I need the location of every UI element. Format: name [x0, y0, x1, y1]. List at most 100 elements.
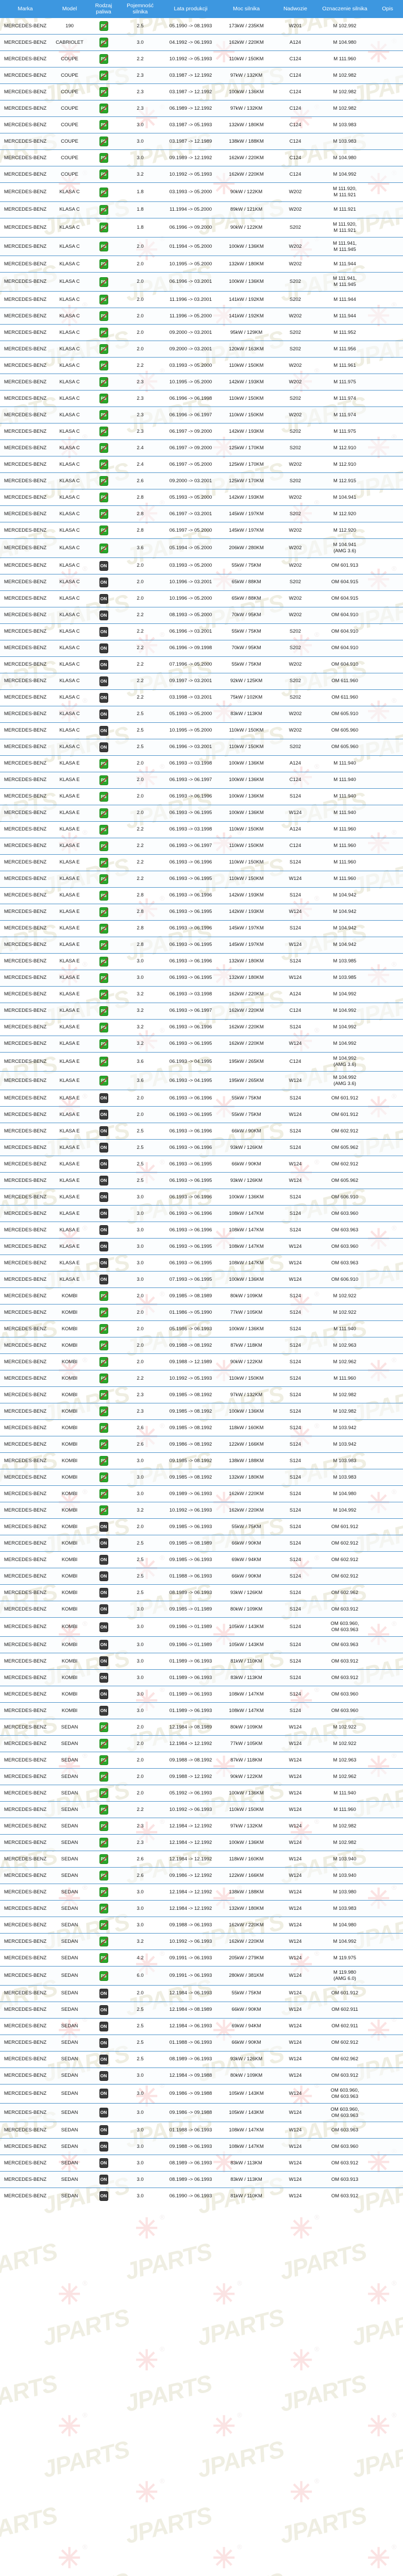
table-row[interactable]: MERCEDES-BENZ KLASA C ON 2.2 06.1996 -> 03.2… [0, 623, 403, 640]
table-row[interactable]: MERCEDES-BENZSEDANPB3.012.1984 -> 12.199… [0, 1884, 403, 1901]
table-row[interactable]: MERCEDES-BENZCABRIOLETPB3.004.1992 -> 06… [0, 34, 403, 51]
table-row[interactable]: MERCEDES-BENZ KOMBI ON 3.0 01.1989 -> 06.199… [0, 1686, 403, 1703]
column-header-years[interactable]: Lata produkcji [162, 0, 220, 19]
table-row[interactable]: MERCEDES-BENZCOUPEPB2.210.1992 -> 05.199… [0, 50, 403, 67]
table-row[interactable]: MERCEDES-BENZ KLASA E ON 3.0 06.1993 -> 06.1… [0, 1205, 403, 1222]
table-row[interactable]: MERCEDES-BENZKOMBIPB3.009.1985 -> 08.199… [0, 1469, 403, 1486]
table-row[interactable]: MERCEDES-BENZ KOMBI ON 3.0 09.1986 -> 01.198… [0, 1617, 403, 1637]
table-row[interactable]: MERCEDES-BENZSEDANPB2.012.1984 -> 08.198… [0, 1719, 403, 1736]
table-row[interactable]: MERCEDES-BENZCOUPEPB3.003.1987 -> 12.198… [0, 133, 403, 150]
table-row[interactable]: MERCEDES-BENZ KLASA E ON 2.5 06.1993 -> 06.1… [0, 1156, 403, 1173]
table-row[interactable]: MERCEDES-BENZ SEDAN ON 3.0 09.1988 -> 06.199… [0, 2138, 403, 2155]
table-row[interactable]: MERCEDES-BENZ KLASA C ON 2.0 10.1996 -> 03.2… [0, 573, 403, 591]
table-row[interactable]: MERCEDES-BENZ KOMBI ON 2.5 09.1985 -> 08.198… [0, 1535, 403, 1552]
table-row[interactable]: MERCEDES-BENZCOUPEPB2.303.1987 -> 12.199… [0, 83, 403, 100]
table-row[interactable]: MERCEDES-BENZ KLASA E ON 3.0 06.1993 -> 06.1… [0, 1222, 403, 1239]
table-row[interactable]: MERCEDES-BENZ KLASA C ON 2.2 09.1997 -> 03.2… [0, 672, 403, 690]
table-row[interactable]: MERCEDES-BENZ KOMBI ON 2.5 08.1989 -> 06.199… [0, 1584, 403, 1601]
table-row[interactable]: MERCEDES-BENZ SEDAN ON 3.0 06.1990 -> 06.199… [0, 2188, 403, 2205]
table-row[interactable]: MERCEDES-BENZSEDANPB2.012.1984 -> 12.199… [0, 1735, 403, 1752]
table-row[interactable]: MERCEDES-BENZ KLASA C ON 2.2 07.1996 -> 05.2… [0, 656, 403, 673]
table-row[interactable]: MERCEDES-BENZSEDANPB3.009.1988 -> 06.199… [0, 1917, 403, 1934]
column-header-opis[interactable]: Opis [372, 0, 403, 19]
table-row[interactable]: MERCEDES-BENZSEDANPB3.210.1992 -> 06.199… [0, 1933, 403, 1950]
table-row[interactable]: MERCEDES-BENZCOUPEPB3.009.1989 -> 12.199… [0, 149, 403, 166]
table-row[interactable]: MERCEDES-BENZKOMBIPB3.210.1992 -> 06.199… [0, 1502, 403, 1519]
table-row[interactable]: MERCEDES-BENZ SEDAN ON 3.0 08.1989 -> 06.199… [0, 2171, 403, 2188]
table-row[interactable]: MERCEDES-BENZ SEDAN ON 3.0 09.1986 -> 09.198… [0, 2083, 403, 2104]
table-row[interactable]: MERCEDES-BENZSEDANPB6.009.1991 -> 06.199… [0, 1966, 403, 1986]
table-row[interactable]: MERCEDES-BENZSEDANPB2.612.1984 -> 12.199… [0, 1851, 403, 1868]
table-row[interactable]: MERCEDES-BENZSEDANPB2.609.1986 -> 12.199… [0, 1867, 403, 1884]
table-row[interactable]: MERCEDES-BENZ KLASA E ON 2.0 06.1993 -> 06.1… [0, 1090, 403, 1107]
table-row[interactable]: MERCEDES-BENZ SEDAN ON 2.0 12.1984 -> 06.199… [0, 1985, 403, 2002]
table-row[interactable]: MERCEDES-BENZ SEDAN ON 2.5 01.1988 -> 06.199… [0, 2034, 403, 2052]
table-row[interactable]: MERCEDES-BENZSEDANPB2.210.1992 -> 06.199… [0, 1801, 403, 1818]
table-row[interactable]: MERCEDES-BENZ KOMBI ON 3.0 01.1989 -> 06.199… [0, 1653, 403, 1670]
column-header-power[interactable]: Moc silnika [220, 0, 273, 19]
table-row[interactable]: MERCEDES-BENZ KLASA C ON 2.0 10.1996 -> 05.2… [0, 590, 403, 607]
table-row[interactable]: MERCEDES-BENZ KOMBI ON 3.0 09.1985 -> 01.198… [0, 1601, 403, 1618]
table-row[interactable]: MERCEDES-BENZKOMBIPB2.009.1988 -> 12.198… [0, 1353, 403, 1370]
table-row[interactable]: MERCEDES-BENZ KLASA C ON 2.2 03.1998 -> 03.2… [0, 689, 403, 706]
table-row[interactable]: MERCEDES-BENZ KLASA C ON 2.0 03.1993 -> 05.2… [0, 557, 403, 574]
table-row[interactable]: MERCEDES-BENZSEDANPB2.009.1988 -> 08.199… [0, 1752, 403, 1769]
table-row[interactable]: MERCEDES-BENZ SEDAN ON 2.5 12.1984 -> 08.198… [0, 2001, 403, 2019]
table-row[interactable]: MERCEDES-BENZCOUPEPB2.303.1987 -> 12.199… [0, 67, 403, 84]
column-header-fuel[interactable]: Rodzaj paliwa [89, 0, 119, 19]
table-row[interactable]: MERCEDES-BENZ SEDAN ON 3.0 08.1989 -> 06.199… [0, 2155, 403, 2172]
table-row[interactable]: MERCEDES-BENZ SEDAN ON 3.0 12.1984 -> 09.198… [0, 2067, 403, 2084]
table-row[interactable]: MERCEDES-BENZ KOMBI ON 3.0 01.1989 -> 06.199… [0, 1669, 403, 1686]
column-header-body[interactable]: Nadwozie [273, 0, 317, 19]
table-row[interactable]: MERCEDES-BENZ KLASA E ON 3.0 06.1993 -> 06.1… [0, 1255, 403, 1272]
table-row[interactable]: MERCEDES-BENZKOMBIPB2.009.1985 -> 08.198… [0, 1287, 403, 1304]
table-row[interactable]: MERCEDES-BENZKOMBIPB2.009.1988 -> 08.199… [0, 1337, 403, 1354]
table-row[interactable]: MERCEDES-BENZSEDANPB2.005.1992 -> 06.199… [0, 1785, 403, 1802]
table-row[interactable]: MERCEDES-BENZ KLASA E ON 2.5 06.1993 -> 06.1… [0, 1139, 403, 1156]
column-header-model[interactable]: Model [51, 0, 89, 19]
table-row[interactable]: MERCEDES-BENZ KLASA C ON 2.5 06.1996 -> 03.2… [0, 738, 403, 756]
table-row[interactable]: MERCEDES-BENZ SEDAN ON 2.5 08.1989 -> 06.199… [0, 2050, 403, 2068]
table-row[interactable]: MERCEDES-BENZKOMBIPB3.009.1989 -> 06.199… [0, 1485, 403, 1502]
table-row[interactable]: MERCEDES-BENZ KOMBI ON 2.0 09.1985 -> 06.199… [0, 1518, 403, 1535]
table-row[interactable]: MERCEDES-BENZKOMBIPB2.309.1985 -> 08.199… [0, 1403, 403, 1420]
table-row[interactable]: MERCEDES-BENZ SEDAN ON 3.0 01.1988 -> 06.199… [0, 2122, 403, 2139]
table-row[interactable]: MERCEDES-BENZSEDANPB3.012.1984 -> 12.199… [0, 1900, 403, 1917]
table-row[interactable]: MERCEDES-BENZKOMBIPB3.009.1985 -> 08.199… [0, 1452, 403, 1469]
table-row[interactable]: MERCEDES-BENZ KLASA E ON 3.0 07.1993 -> 06.1… [0, 1271, 403, 1288]
table-row[interactable]: MERCEDES-BENZ190PB2.505.1990 -> 08.19931… [0, 18, 403, 35]
table-row[interactable]: MERCEDES-BENZ KLASA E ON 3.0 06.1993 -> 06.1… [0, 1189, 403, 1206]
table-row[interactable]: MERCEDES-BENZ KOMBI ON 2.5 01.1988 -> 06.199… [0, 1568, 403, 1585]
column-header-cap[interactable]: Pojemność silnika [119, 0, 162, 19]
